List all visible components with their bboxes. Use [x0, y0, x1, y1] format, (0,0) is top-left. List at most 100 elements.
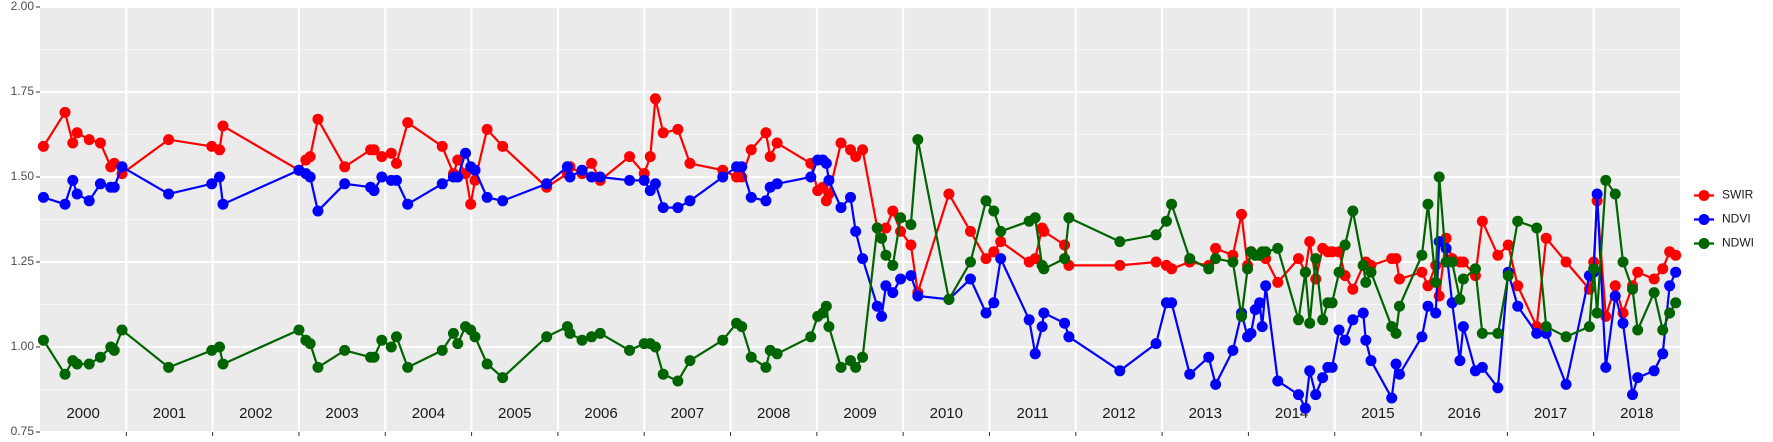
data-point [1310, 273, 1322, 285]
data-point [1203, 263, 1215, 275]
data-point [1502, 239, 1514, 251]
year-label: 2015 [1361, 405, 1394, 422]
data-point [368, 144, 380, 156]
data-point [217, 120, 229, 132]
data-point [649, 178, 661, 190]
year-label: 2003 [325, 405, 358, 422]
data-point [880, 222, 892, 234]
data-point [905, 270, 917, 282]
data-point [312, 113, 324, 125]
data-point [1632, 266, 1644, 278]
data-point [59, 106, 71, 118]
data-point [1304, 317, 1316, 329]
data-point [436, 178, 448, 190]
data-point [564, 327, 576, 339]
legend-label: NDVI [1722, 212, 1751, 226]
data-point [1347, 283, 1359, 295]
data-point [1347, 205, 1359, 217]
data-point [390, 157, 402, 169]
data-point [1657, 324, 1669, 336]
legend-marker [1698, 214, 1710, 225]
data-point [1166, 263, 1178, 275]
data-point [905, 239, 917, 251]
data-point [980, 195, 992, 207]
data-point [857, 351, 869, 363]
data-point [452, 338, 464, 350]
data-point [1648, 287, 1660, 299]
data-point [385, 147, 397, 159]
data-point [672, 375, 684, 387]
data-point [988, 205, 1000, 217]
year-label: 2011 [1016, 405, 1048, 422]
data-point [1029, 348, 1041, 360]
data-point [1023, 314, 1035, 326]
data-point [1317, 372, 1329, 384]
data-point [1245, 327, 1257, 339]
data-point [1609, 280, 1621, 292]
data-point [995, 253, 1007, 265]
data-point [1390, 327, 1402, 339]
data-point [1365, 355, 1377, 367]
data-point [912, 134, 924, 146]
data-point [1430, 307, 1442, 319]
data-point [452, 154, 464, 166]
data-point [1260, 280, 1272, 292]
data-point [1150, 229, 1162, 241]
data-point [1609, 290, 1621, 302]
data-point [895, 212, 907, 224]
data-point [586, 157, 598, 169]
data-point [436, 140, 448, 152]
data-point [1588, 263, 1600, 275]
data-point [1393, 300, 1405, 312]
data-point [760, 127, 772, 139]
data-point [1670, 266, 1682, 278]
data-point [368, 351, 380, 363]
year-label: 2008 [757, 405, 790, 422]
year-label: 2014 [1275, 405, 1308, 422]
data-point [1029, 212, 1041, 224]
data-point [71, 188, 83, 200]
data-point [83, 134, 95, 146]
data-point [1236, 208, 1248, 220]
data-point [644, 151, 656, 163]
data-point [887, 205, 899, 217]
data-point [71, 127, 83, 139]
data-point [657, 202, 669, 214]
data-point [497, 140, 509, 152]
data-point [469, 331, 481, 343]
data-point [1600, 361, 1612, 373]
data-point [1390, 253, 1402, 265]
data-point [108, 181, 120, 193]
data-point [1627, 283, 1639, 295]
data-point [217, 358, 229, 370]
data-point [1591, 307, 1603, 319]
year-label: 2000 [66, 405, 99, 422]
data-point [1664, 280, 1676, 292]
data-point [1664, 307, 1676, 319]
data-point [339, 178, 351, 190]
data-point [1059, 253, 1071, 265]
data-point [684, 195, 696, 207]
data-point [59, 368, 71, 380]
data-point [108, 344, 120, 356]
data-point [1272, 276, 1284, 288]
data-point [876, 232, 888, 244]
data-point [771, 348, 783, 360]
data-point [447, 327, 459, 339]
year-label: 2004 [412, 405, 445, 422]
data-point [1310, 253, 1322, 265]
data-point [163, 134, 175, 146]
data-point [1059, 317, 1071, 329]
data-point [564, 171, 576, 183]
data-point [1299, 266, 1311, 278]
data-point [1560, 378, 1572, 390]
data-point [1339, 239, 1351, 251]
data-point [1299, 402, 1311, 414]
data-point [368, 185, 380, 197]
data-point [835, 202, 847, 214]
data-point [116, 324, 128, 336]
y-tick-label: 2.00 [11, 0, 35, 13]
data-point [823, 188, 835, 200]
